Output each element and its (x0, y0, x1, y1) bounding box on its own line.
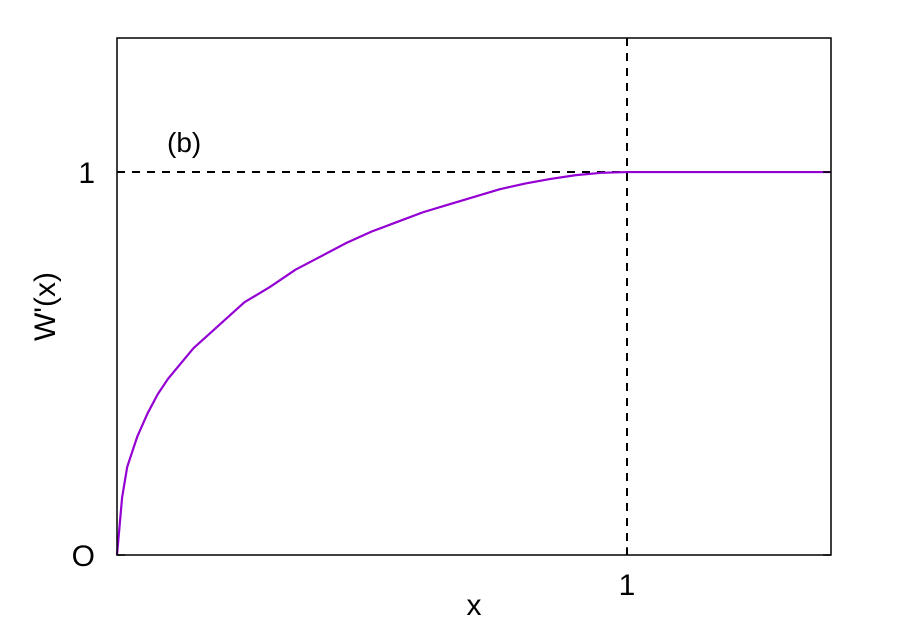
y-axis-label: W'(x) (29, 272, 62, 341)
x-tick-label: 1 (619, 569, 636, 602)
plot-frame (116, 37, 832, 556)
y-tick-label: 1 (78, 157, 95, 190)
series-layer (115, 170, 831, 556)
series-line-0 (115, 170, 831, 556)
reference-lines (117, 38, 831, 555)
ticks: 1 O 1 (72, 38, 831, 602)
panel-annotation: (b) (167, 127, 201, 158)
x-axis-label: x (467, 589, 482, 622)
y-tick-label: O (72, 540, 95, 573)
